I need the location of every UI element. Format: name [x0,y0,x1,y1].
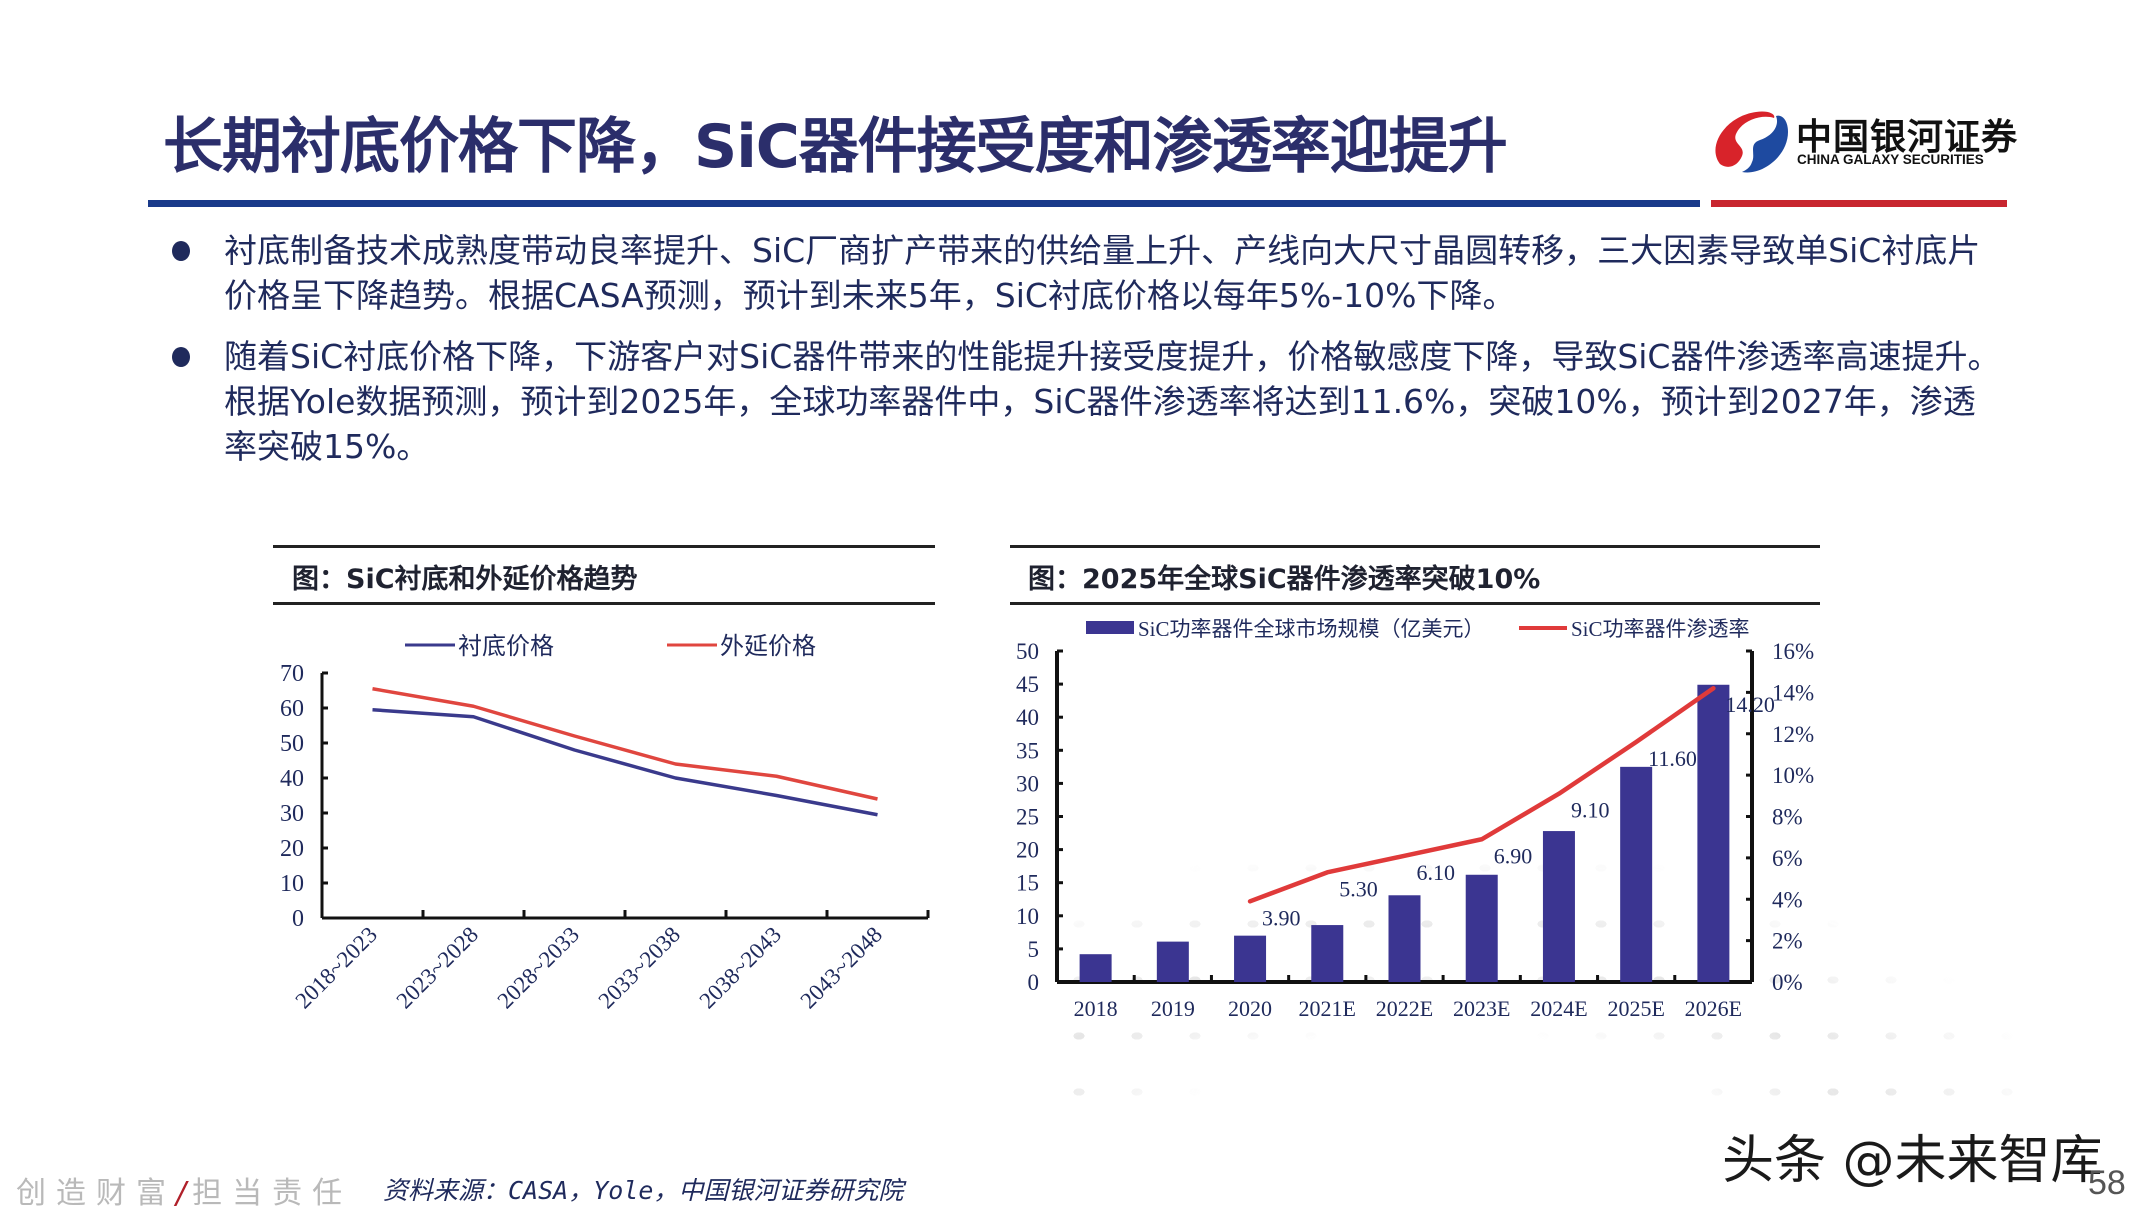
galaxy-logo-icon [1715,111,1788,173]
left-y-tick-label: 5 [1028,937,1040,962]
y-tick-label: 10 [280,871,304,897]
legend-label-epitaxy: 外延价格 [720,633,816,660]
x-tick-label: 2038~2043 [694,922,786,1014]
x-tick-label: 2043~2048 [795,922,887,1014]
y-tick-label: 50 [280,731,304,757]
logo-text-en: CHINA GALAXY SECURITIES [1797,152,1984,167]
x-tick-label: 2028~2033 [492,922,584,1014]
header-rule-red [1711,200,2007,207]
right-chart-title-rule [1010,602,1820,605]
left-y-tick-label: 40 [1016,705,1039,730]
source-note: 资料来源：CASA，Yole，中国银河证券研究院 [383,1176,904,1205]
watermark: 头条 @未来智库 [1722,1131,2103,1191]
bullet-text: 衬底制备技术成熟度带动良率提升、SiC厂商扩产带来的供给量上升、产线向大尺寸晶圆… [224,231,1981,315]
page-title: 长期衬底价格下降，SiC器件接受度和渗透率迎提升 [163,112,1508,182]
left-line-chart: 0 10 20 30 40 50 60 70 2018~2023 2023~2028 2028~20… [280,661,930,1014]
page-number: 58 [2088,1164,2126,1202]
bullet-dot-icon [172,241,190,261]
x-tick-label: 2033~2038 [593,922,685,1014]
left-y-tick-label: 10 [1016,904,1039,929]
slogan-separator: / [176,1176,193,1211]
y-tick-label: 0 [292,906,304,932]
bullet-list: 衬底制备技术成熟度带动良率提升、SiC厂商扩产带来的供给量上升、产线向大尺寸晶圆… [162,228,2002,485]
background-dot-pattern [1050,560,2155,1120]
x-tick-label: 2018~2023 [290,922,382,1014]
slogan-right: 担当责任 [192,1176,353,1211]
left-chart-top-rule [273,545,935,548]
left-chart-title-rule [273,602,935,605]
y-tick-label: 60 [280,696,304,722]
y-tick-label: 30 [280,801,304,827]
bullet-item: 随着SiC衬底价格下降，下游客户对SiC器件带来的性能提升接受度提升，价格敏感度… [162,334,2002,469]
company-logo: 中国银河证券 CHINA GALAXY SECURITIES [1712,106,2017,178]
left-y-tick-label: 30 [1016,771,1039,796]
bullet-item: 衬底制备技术成熟度带动良率提升、SiC厂商扩产带来的供给量上升、产线向大尺寸晶圆… [162,228,2002,318]
left-y-tick-label: 0 [1028,970,1040,995]
legend-label-substrate: 衬底价格 [458,633,554,660]
footer-slogan: 创造财富/担当责任 [16,1168,352,1212]
header-rule-blue [148,200,1700,207]
logo-text-cn: 中国银河证券 [1796,117,2019,158]
left-y-tick-label: 20 [1016,838,1039,863]
bullet-text: 随着SiC衬底价格下降，下游客户对SiC器件带来的性能提升接受度提升，价格敏感度… [224,337,2001,466]
left-y-tick-label: 25 [1016,805,1039,830]
right-chart-title: 图：2025年全球SiC器件渗透率突破10% [1028,564,1541,595]
left-y-tick-label: 50 [1016,639,1039,664]
right-chart-top-rule [1010,545,1820,548]
y-tick-label: 40 [280,766,304,792]
y-tick-label: 20 [280,836,304,862]
slogan-left: 创造财富 [16,1176,176,1211]
series-line-epitaxy [372,687,878,801]
left-chart-legend: 衬底价格 外延价格 [405,633,816,660]
bullet-dot-icon [172,347,190,367]
left-y-tick-label: 35 [1016,738,1039,763]
left-y-tick-label: 15 [1016,871,1039,896]
left-chart-title: 图：SiC衬底和外延价格趋势 [292,564,638,595]
x-tick-label: 2023~2028 [391,922,483,1014]
y-tick-label: 70 [280,661,304,687]
left-y-tick-label: 45 [1016,672,1039,697]
series-line-substrate [372,708,878,817]
